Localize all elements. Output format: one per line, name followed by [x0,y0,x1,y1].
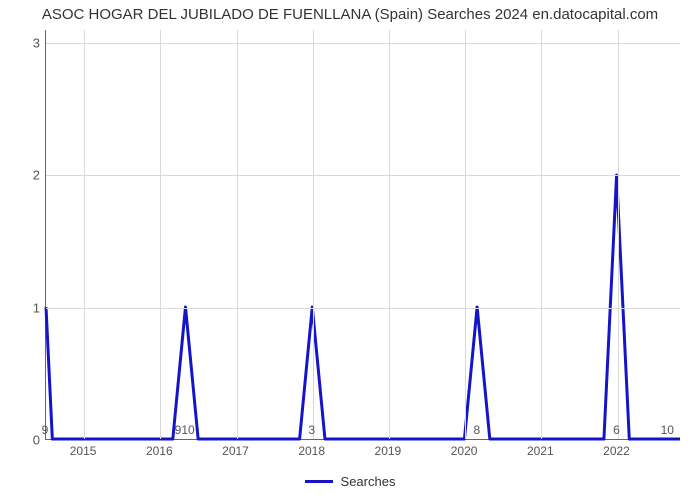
value-label: 8 [473,423,480,437]
x-tick-label: 2015 [70,444,97,458]
legend: Searches [0,470,700,489]
chart-title: ASOC HOGAR DEL JUBILADO DE FUENLLANA (Sp… [0,6,700,23]
value-label: 3 [308,423,315,437]
gridline-vertical [160,30,161,439]
x-tick-label: 2022 [603,444,630,458]
gridline-vertical [237,30,238,439]
value-label: 10 [661,423,674,437]
x-tick-label: 2018 [298,444,325,458]
gridline-vertical [618,30,619,439]
legend-swatch [305,480,333,483]
chart-container: ASOC HOGAR DEL JUBILADO DE FUENLLANA (Sp… [0,0,700,500]
gridline-vertical [84,30,85,439]
gridline-vertical [313,30,314,439]
value-label: 6 [613,423,620,437]
gridline-horizontal [46,308,680,309]
y-tick-label: 3 [10,36,40,51]
x-tick-label: 2021 [527,444,554,458]
gridline-vertical [465,30,466,439]
y-tick-label: 0 [10,433,40,448]
line-series-svg [46,30,680,439]
plot-area [45,30,680,440]
gridline-vertical [541,30,542,439]
value-label: 9 [42,423,49,437]
gridline-horizontal [46,43,680,44]
gridline-horizontal [46,175,680,176]
x-tick-label: 2020 [451,444,478,458]
legend-item-searches: Searches [305,474,396,489]
x-tick-label: 2017 [222,444,249,458]
x-tick-label: 2016 [146,444,173,458]
gridline-vertical [389,30,390,439]
legend-label: Searches [341,474,396,489]
y-tick-label: 2 [10,168,40,183]
x-tick-label: 2019 [375,444,402,458]
value-label: 910 [175,423,195,437]
y-tick-label: 1 [10,300,40,315]
